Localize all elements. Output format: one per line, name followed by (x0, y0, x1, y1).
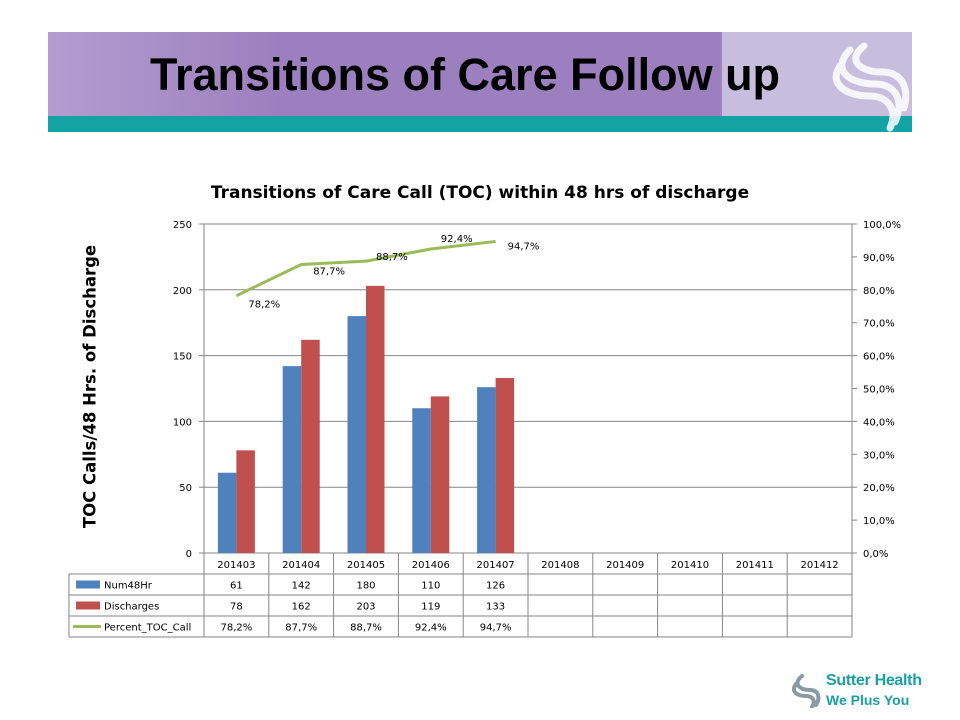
sutter-logo-mark-icon (832, 42, 910, 132)
brand-tagline: We Plus You (826, 692, 910, 708)
bar-discharges (495, 377, 515, 553)
legend-swatch-discharges (76, 601, 100, 610)
table-cell-value: 61 (230, 581, 243, 592)
table-cell-value: 126 (486, 581, 505, 592)
y2-tick-label: 100,0% (863, 220, 901, 231)
x-tick-label: 201406 (412, 560, 450, 571)
x-tick-label: 201408 (541, 560, 579, 571)
line-percent_toc_call (235, 239, 496, 298)
y2-tick-label: 30,0% (863, 450, 895, 461)
y2-tick-label: 90,0% (863, 253, 895, 264)
y2-tick-label: 20,0% (863, 483, 895, 494)
table-cell-value: 162 (292, 602, 311, 613)
x-tick-label: 201409 (606, 560, 644, 571)
line-data-label: 88,7% (376, 252, 408, 263)
bar-discharges (236, 450, 255, 553)
y-tick-label: 50 (179, 483, 192, 494)
bar-num48hr (217, 472, 237, 553)
bar-num48hr (282, 366, 302, 553)
line-data-label: 87,7% (313, 266, 345, 277)
y-tick-label: 0 (186, 549, 192, 560)
y-tick-label: 100 (173, 417, 192, 428)
y2-tick-label: 80,0% (863, 286, 895, 297)
y2-tick-label: 60,0% (863, 352, 895, 363)
y2-tick-label: 10,0% (863, 516, 895, 527)
banner-teal-stripe (48, 116, 912, 132)
sutter-swirl-icon (791, 674, 821, 708)
x-tick-label: 201411 (736, 560, 774, 571)
bar-discharges (301, 339, 320, 553)
legend-label: Num48Hr (104, 581, 153, 592)
table-cell-value: 119 (421, 602, 440, 613)
line-data-label: 78,2% (248, 300, 280, 311)
x-tick-label: 201410 (671, 560, 709, 571)
sutter-health-logo: Sutter Health We Plus You (790, 670, 930, 714)
bar-discharges (430, 396, 450, 553)
table-cell-value: 203 (356, 602, 375, 613)
table-cell-value: 88,7% (350, 623, 382, 634)
y2-tick-label: 70,0% (863, 319, 895, 330)
x-tick-label: 201403 (217, 560, 255, 571)
x-tick-label: 201412 (801, 560, 839, 571)
bar-num48hr (347, 316, 366, 553)
table-cell-value: 133 (486, 602, 505, 613)
bar-num48hr (477, 387, 496, 553)
line-data-label: 92,4% (441, 234, 473, 245)
legend-label: Percent_TOC_Call (104, 623, 191, 634)
banner-purple-band (48, 32, 720, 116)
table-cell-value: 78 (230, 602, 243, 613)
x-tick-label: 201407 (477, 560, 515, 571)
table-cell-value: 142 (292, 581, 311, 592)
table-cell-value: 78,2% (221, 623, 253, 634)
table-cell-value: 180 (356, 581, 375, 592)
table-cell-value: 92,4% (415, 623, 447, 634)
bar-num48hr (412, 408, 431, 553)
y2-tick-label: 0,0% (863, 549, 888, 560)
bar-discharges (366, 285, 385, 553)
x-tick-label: 201404 (282, 560, 320, 571)
line-data-label: 94,7% (508, 241, 540, 252)
y-tick-label: 150 (173, 352, 192, 363)
y-tick-label: 200 (173, 286, 192, 297)
legend-swatch-num48hr (76, 580, 100, 589)
slide-title: Transitions of Care Follow up (150, 49, 781, 100)
brand-name: Sutter Health (826, 672, 922, 689)
table-cell-value: 110 (421, 581, 440, 592)
y2-tick-label: 50,0% (863, 385, 895, 396)
x-tick-label: 201405 (347, 560, 385, 571)
legend-label: Discharges (104, 602, 159, 613)
y2-tick-label: 40,0% (863, 417, 895, 428)
chart-title: Transitions of Care Call (TOC) within 48… (210, 183, 750, 203)
table-cell-value: 94,7% (480, 623, 512, 634)
y-tick-label: 250 (173, 220, 192, 231)
table-cell-value: 87,7% (285, 623, 317, 634)
